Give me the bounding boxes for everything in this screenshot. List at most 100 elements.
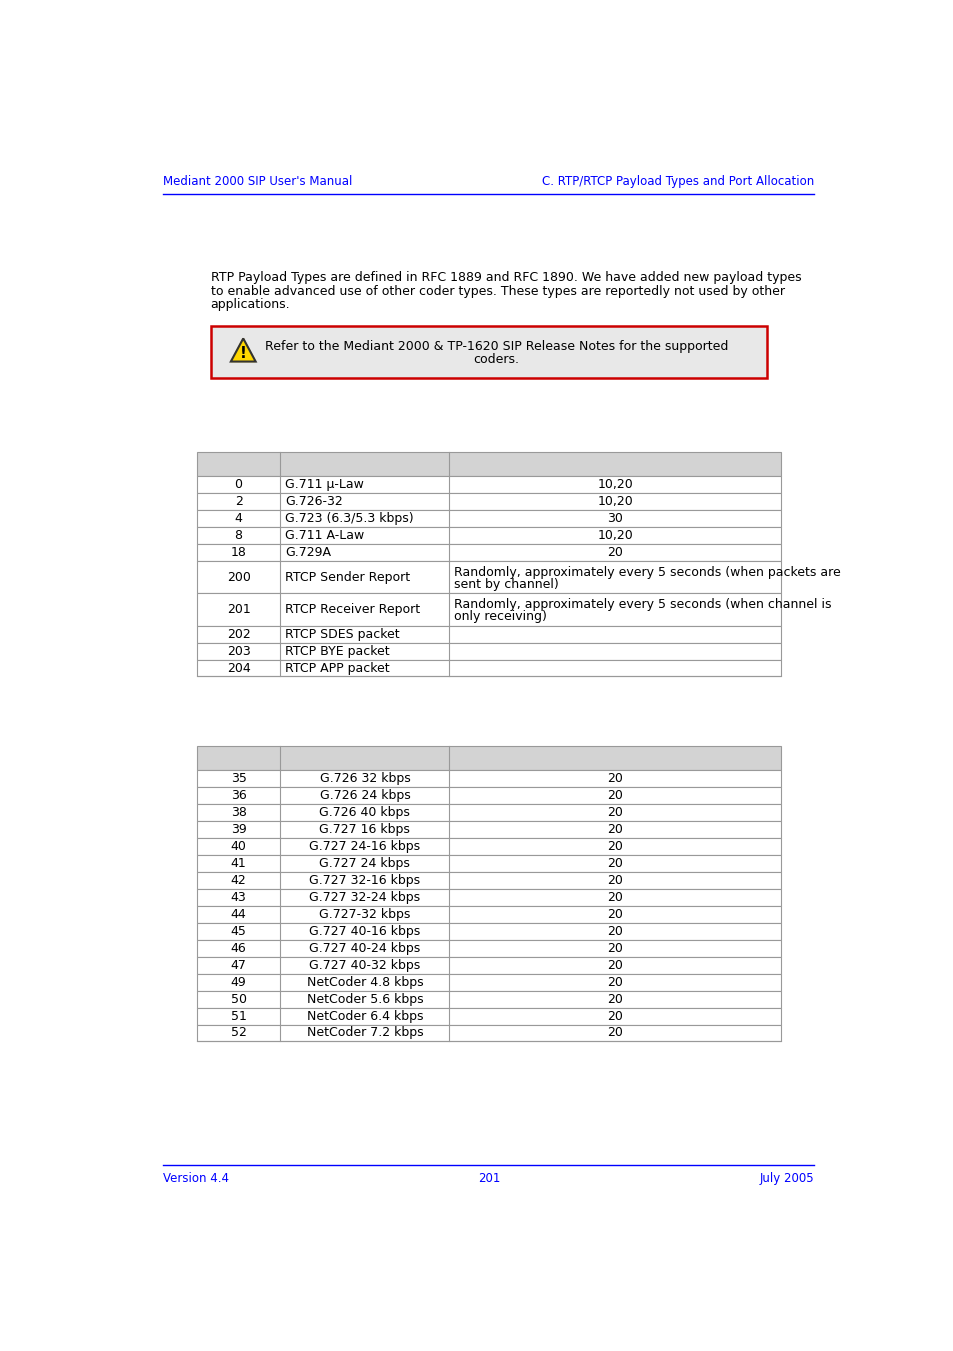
FancyBboxPatch shape	[196, 889, 781, 907]
FancyBboxPatch shape	[196, 974, 781, 990]
Text: G.727 24 kbps: G.727 24 kbps	[319, 857, 410, 870]
Text: NetCoder 6.4 kbps: NetCoder 6.4 kbps	[306, 1009, 423, 1023]
Text: 10,20: 10,20	[597, 496, 633, 508]
FancyBboxPatch shape	[196, 643, 781, 659]
FancyBboxPatch shape	[196, 626, 781, 643]
Text: 51: 51	[231, 1009, 246, 1023]
Text: 0: 0	[234, 478, 242, 492]
FancyBboxPatch shape	[196, 493, 781, 511]
Text: RTP Payload Types are defined in RFC 1889 and RFC 1890. We have added new payloa: RTP Payload Types are defined in RFC 188…	[211, 270, 801, 284]
FancyBboxPatch shape	[196, 1008, 781, 1024]
Text: G.727 32-24 kbps: G.727 32-24 kbps	[309, 890, 420, 904]
FancyBboxPatch shape	[196, 659, 781, 677]
Text: G.727 40-24 kbps: G.727 40-24 kbps	[309, 942, 420, 955]
Text: G.727-32 kbps: G.727-32 kbps	[319, 908, 410, 921]
Text: 42: 42	[231, 874, 246, 888]
Text: 20: 20	[607, 908, 622, 921]
Text: 20: 20	[607, 857, 622, 870]
Text: 20: 20	[607, 789, 622, 802]
FancyBboxPatch shape	[196, 527, 781, 544]
Text: 20: 20	[607, 1009, 622, 1023]
FancyBboxPatch shape	[211, 326, 766, 378]
Text: 41: 41	[231, 857, 246, 870]
Text: RTCP Receiver Report: RTCP Receiver Report	[285, 603, 419, 616]
Text: 46: 46	[231, 942, 246, 955]
Text: 47: 47	[231, 959, 246, 971]
Text: 44: 44	[231, 908, 246, 921]
Text: 203: 203	[227, 644, 251, 658]
Text: 43: 43	[231, 890, 246, 904]
Text: 50: 50	[231, 993, 246, 1005]
Text: 20: 20	[607, 942, 622, 955]
Text: RTCP APP packet: RTCP APP packet	[285, 662, 390, 674]
Text: 20: 20	[607, 925, 622, 938]
Text: 201: 201	[477, 1171, 499, 1185]
Text: 8: 8	[234, 530, 242, 542]
Text: 40: 40	[231, 840, 246, 852]
FancyBboxPatch shape	[196, 838, 781, 855]
Text: 49: 49	[231, 975, 246, 989]
Text: G.726-32: G.726-32	[285, 496, 342, 508]
Text: G.727 40-16 kbps: G.727 40-16 kbps	[309, 925, 420, 938]
FancyBboxPatch shape	[196, 940, 781, 957]
Text: NetCoder 7.2 kbps: NetCoder 7.2 kbps	[306, 1027, 423, 1039]
Text: July 2005: July 2005	[759, 1171, 814, 1185]
FancyBboxPatch shape	[196, 511, 781, 527]
Text: G.711 A-Law: G.711 A-Law	[285, 530, 364, 542]
Text: 204: 204	[227, 662, 251, 674]
FancyBboxPatch shape	[196, 957, 781, 974]
Text: 20: 20	[607, 807, 622, 819]
FancyBboxPatch shape	[196, 561, 781, 593]
Text: 2: 2	[234, 496, 242, 508]
Text: !: !	[239, 346, 247, 361]
Text: 20: 20	[607, 823, 622, 836]
Text: 20: 20	[607, 874, 622, 888]
Text: 20: 20	[607, 959, 622, 971]
Text: 20: 20	[607, 975, 622, 989]
Text: 20: 20	[607, 546, 622, 559]
Text: coders.: coders.	[474, 353, 519, 366]
Text: G.726 40 kbps: G.726 40 kbps	[319, 807, 410, 819]
FancyBboxPatch shape	[196, 907, 781, 923]
Text: 20: 20	[607, 1027, 622, 1039]
Text: G.726 32 kbps: G.726 32 kbps	[319, 773, 410, 785]
Text: G.726 24 kbps: G.726 24 kbps	[319, 789, 410, 802]
Text: 20: 20	[607, 840, 622, 852]
FancyBboxPatch shape	[196, 593, 781, 626]
Text: G.729A: G.729A	[285, 546, 331, 559]
Text: 38: 38	[231, 807, 246, 819]
Text: Mediant 2000 SIP User's Manual: Mediant 2000 SIP User's Manual	[163, 174, 353, 188]
Text: 10,20: 10,20	[597, 478, 633, 492]
FancyBboxPatch shape	[196, 990, 781, 1008]
Text: G.727 32-16 kbps: G.727 32-16 kbps	[309, 874, 420, 888]
Text: NetCoder 4.8 kbps: NetCoder 4.8 kbps	[306, 975, 423, 989]
Text: NetCoder 5.6 kbps: NetCoder 5.6 kbps	[306, 993, 423, 1005]
Text: RTCP SDES packet: RTCP SDES packet	[285, 628, 399, 640]
FancyBboxPatch shape	[196, 1024, 781, 1042]
Text: Version 4.4: Version 4.4	[163, 1171, 229, 1185]
Text: C. RTP/RTCP Payload Types and Port Allocation: C. RTP/RTCP Payload Types and Port Alloc…	[541, 174, 814, 188]
Text: Randomly, approximately every 5 seconds (when channel is: Randomly, approximately every 5 seconds …	[454, 598, 831, 611]
FancyBboxPatch shape	[196, 871, 781, 889]
FancyBboxPatch shape	[196, 821, 781, 838]
Text: 10,20: 10,20	[597, 530, 633, 542]
Text: 35: 35	[231, 773, 246, 785]
FancyBboxPatch shape	[196, 451, 781, 477]
FancyBboxPatch shape	[196, 804, 781, 821]
FancyBboxPatch shape	[196, 544, 781, 561]
Text: 30: 30	[607, 512, 622, 526]
Text: 202: 202	[227, 628, 251, 640]
Text: G.723 (6.3/5.3 kbps): G.723 (6.3/5.3 kbps)	[285, 512, 414, 526]
Text: 52: 52	[231, 1027, 246, 1039]
Text: applications.: applications.	[211, 299, 290, 312]
Text: 45: 45	[231, 925, 246, 938]
Text: 36: 36	[231, 789, 246, 802]
FancyBboxPatch shape	[196, 923, 781, 940]
Text: only receiving): only receiving)	[454, 611, 546, 623]
Text: 201: 201	[227, 603, 251, 616]
Text: 4: 4	[234, 512, 242, 526]
Text: 20: 20	[607, 993, 622, 1005]
Text: RTCP Sender Report: RTCP Sender Report	[285, 570, 410, 584]
Text: G.727 24-16 kbps: G.727 24-16 kbps	[309, 840, 420, 852]
Text: 200: 200	[227, 570, 251, 584]
